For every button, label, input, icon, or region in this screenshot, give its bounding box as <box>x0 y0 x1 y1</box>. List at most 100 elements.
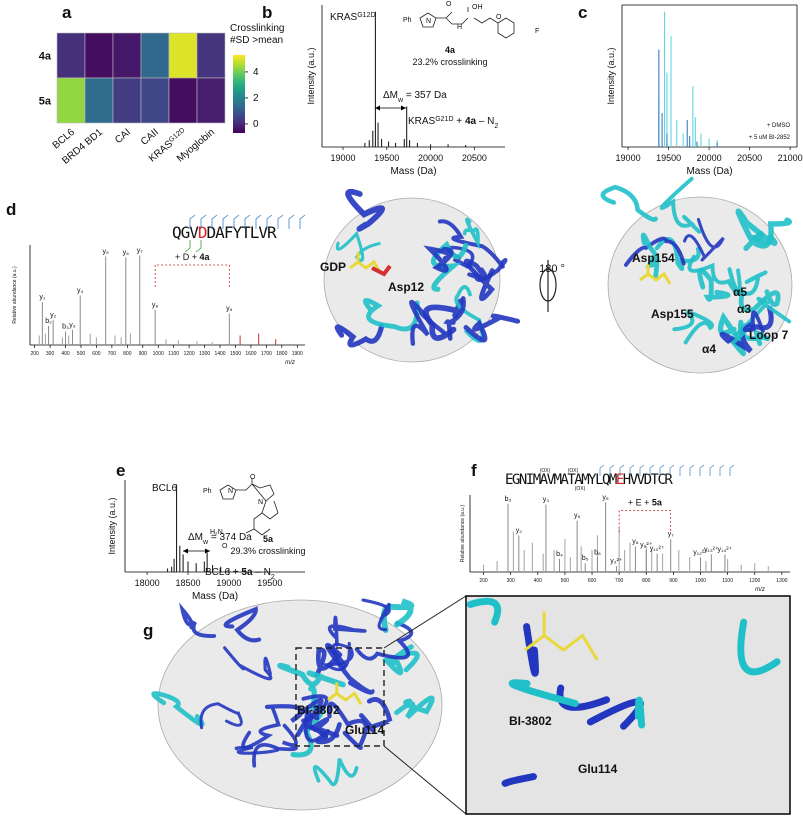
x-tick-label: 1000 <box>153 351 164 357</box>
x-tick-label: 700 <box>615 578 624 584</box>
fragment-tick <box>222 214 229 229</box>
panel-letter: f <box>471 461 477 480</box>
protein-ribbon <box>462 217 480 250</box>
atom-label: Ph <box>203 488 212 495</box>
x-tick-label: 20500 <box>737 153 762 163</box>
protein-ribbon <box>640 232 660 280</box>
text-part: ΔM <box>188 532 203 543</box>
protein-ribbon <box>381 644 420 676</box>
protein-ribbon <box>234 745 280 755</box>
heatmap-cell <box>112 32 142 79</box>
structure-label: α5 <box>733 285 747 299</box>
x-tick-label: 600 <box>92 351 101 357</box>
x-tick-label: 1100 <box>722 578 733 584</box>
heatmap-cell <box>168 77 198 124</box>
protein-ribbon <box>654 237 701 271</box>
panel-letter: g <box>143 621 153 640</box>
atom-label: O <box>222 543 228 550</box>
atom-label: O <box>496 14 502 21</box>
structure-label: Asp12 <box>388 280 424 294</box>
text-part: w <box>397 97 404 104</box>
text-part: 4a <box>465 116 477 127</box>
fragment-tick <box>211 214 218 229</box>
text-part: CAII <box>139 127 161 148</box>
peak-label: BCL6 <box>152 483 177 494</box>
text-part: + E + <box>628 497 652 507</box>
x-tick-label: 300 <box>507 578 516 584</box>
ligand-sticks <box>327 682 363 706</box>
ion-label: b₂ <box>45 318 52 325</box>
text-part: G12D <box>357 12 375 19</box>
fragment-tick <box>299 214 306 229</box>
ligand-sticks <box>639 264 672 285</box>
protein-ribbon <box>361 598 391 632</box>
compound-crosslinking: 23.2% crosslinking <box>412 57 487 67</box>
protein-ribbon <box>223 606 262 643</box>
protein-ribbon <box>508 679 579 707</box>
x-axis-label: Mass (Da) <box>390 166 436 177</box>
delta-label: ΔMw = 374 Da <box>188 532 252 546</box>
text-part: = 374 Da <box>208 532 252 543</box>
heatmap-cell <box>196 77 226 124</box>
text-part: EGNIMAVMATAMYLQM <box>505 472 617 488</box>
structure-label: α4 <box>702 342 716 356</box>
peak-label: KRASG12D <box>330 12 376 24</box>
zoom-connector <box>383 595 467 649</box>
fragment-tick <box>639 464 645 476</box>
structure-label: BI-3802 <box>297 703 340 717</box>
protein-ribbon <box>314 645 347 678</box>
protein-ribbon <box>738 289 781 313</box>
fragment-tick <box>266 214 273 229</box>
compound-crosslinking: 29.3% crosslinking <box>230 546 305 556</box>
protein-ribbon <box>556 684 611 711</box>
fragment-tick <box>709 464 715 476</box>
structure-label: BI-3802 <box>509 714 552 728</box>
atom-label: OH <box>472 4 483 11</box>
protein-ribbon <box>463 313 521 343</box>
x-tick-label: 1100 <box>168 351 179 357</box>
protein-ribbon <box>466 597 502 626</box>
atom-label: O <box>446 1 452 8</box>
oxidation-label: (OX) <box>575 486 586 492</box>
ion-label: y₂ <box>50 312 57 319</box>
y-axis-label: Intensity (a.u.) <box>306 47 316 104</box>
protein-ribbon <box>423 298 464 341</box>
ligand-sticks <box>524 611 599 661</box>
zoom-frame <box>465 595 791 815</box>
ion-label: y₄ <box>77 287 84 294</box>
protein-ribbon <box>737 618 781 676</box>
x-tick-label: 1900 <box>292 351 303 357</box>
colorbar-tick-label: 2 <box>253 93 259 104</box>
x-tick-label: 200 <box>30 351 39 357</box>
x-tick-label: 1300 <box>199 351 210 357</box>
compound-name: 5a <box>263 534 274 544</box>
ion-label: y₈ <box>152 302 159 309</box>
structure-label: Glu114 <box>578 762 618 776</box>
text-part: + D + <box>175 252 200 262</box>
text-part: 2 <box>494 123 498 130</box>
text-part: KRAS <box>408 116 436 127</box>
x-tick-label: 900 <box>139 351 148 357</box>
x-tick-label: 19500 <box>656 153 681 163</box>
ion-label: y₇ <box>137 247 144 254</box>
structure-label: Loop 7 <box>749 328 789 342</box>
text-part: KRAS <box>330 12 358 23</box>
heatmap-cell <box>168 32 198 79</box>
protein-ribbon <box>354 620 414 661</box>
x-tick-label: 20000 <box>418 153 443 163</box>
x-tick-label: 900 <box>669 578 678 584</box>
zoom-connector <box>383 745 467 815</box>
text-part: 2 <box>271 574 275 581</box>
x-tick-label: 1500 <box>230 351 241 357</box>
x-tick-label: 1300 <box>776 578 787 584</box>
protein-ribbon <box>335 230 381 263</box>
peptide-sequence: QGVDDAFYTLVR <box>172 223 277 242</box>
x-tick-label: 400 <box>61 351 70 357</box>
x-axis-label: m/z <box>755 587 765 593</box>
panel-letter: c <box>578 3 587 22</box>
protein-ribbon <box>687 254 742 295</box>
column-label: CAII <box>139 127 161 148</box>
protein-ribbon <box>683 217 725 262</box>
row-label: 5a <box>39 96 52 108</box>
